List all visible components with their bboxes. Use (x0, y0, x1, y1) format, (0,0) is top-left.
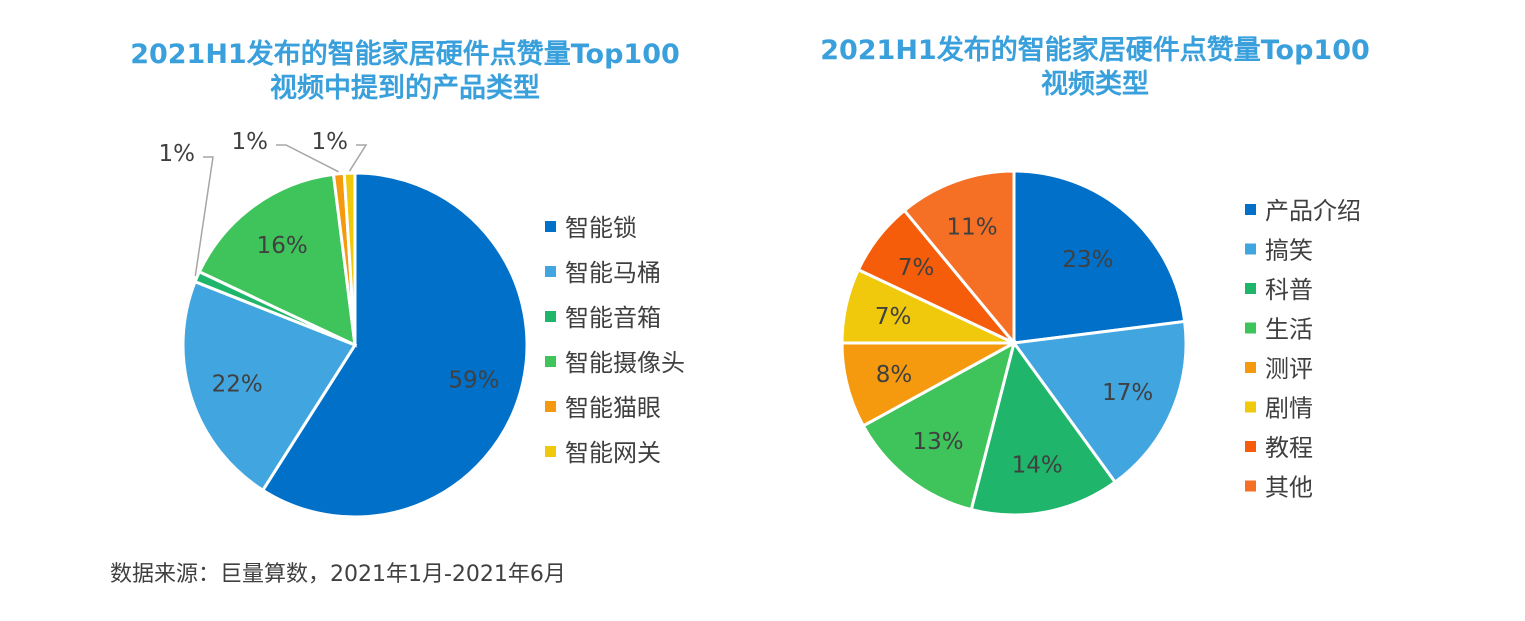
source-note: 数据来源：巨量算数，2021年1月-2021年6月 (110, 562, 566, 587)
right-slice-7 (902, 169, 1016, 348)
left-callout-line-4 (276, 144, 339, 173)
right-legend-swatch-2 (1245, 283, 1256, 294)
right-legend-label-7: 其他 (1265, 474, 1313, 502)
left-chart-title-line-2: 视频中提到的产品类型 (270, 73, 540, 104)
left-callout-line-5 (348, 144, 368, 172)
left-chart-title-line-1: 2021H1发布的智能家居硬件点赞量Top100 (130, 39, 680, 70)
right-legend-label-3: 生活 (1265, 316, 1313, 344)
left-chart-title: 2021H1发布的智能家居硬件点赞量Top100 视频中提到的产品类型 (95, 38, 715, 106)
right-slice-2 (969, 339, 1118, 517)
right-legend-swatch-0 (1245, 204, 1256, 215)
right-slice-0 (1012, 169, 1187, 345)
left-legend-label-4: 智能猫眼 (565, 394, 661, 422)
left-slice-label-2: 1% (159, 141, 196, 167)
left-pie-chart: 59% 22% 1% 16% 1% 1% (159, 129, 529, 519)
left-slice-3 (197, 172, 357, 348)
right-legend-label-5: 剧情 (1265, 395, 1313, 423)
right-slice-label-5: 7% (875, 304, 912, 330)
left-slice-label-3: 16% (257, 233, 308, 259)
left-legend-label-1: 智能马桶 (565, 259, 661, 287)
right-slice-label-7: 11% (946, 214, 997, 240)
right-legend-swatch-7 (1245, 480, 1256, 492)
right-slice-label-2: 14% (1012, 453, 1063, 479)
right-legend-swatch-1 (1245, 243, 1256, 255)
left-slice-label-5: 1% (312, 129, 349, 155)
right-slice-label-3: 13% (913, 429, 964, 455)
right-legend-label-1: 搞笑 (1265, 237, 1313, 265)
left-legend-label-5: 智能网关 (565, 439, 661, 467)
left-slice-label-4: 1% (232, 129, 269, 155)
right-legend-label-0: 产品介绍 (1265, 197, 1361, 225)
left-slice-0 (260, 171, 529, 519)
right-legend-swatch-3 (1245, 322, 1256, 334)
right-legend-swatch-5 (1245, 401, 1256, 413)
left-slice-label-1: 22% (212, 371, 263, 397)
right-slice-label-4: 8% (876, 362, 913, 388)
right-legend-label-4: 测评 (1265, 355, 1313, 383)
right-slice-3 (861, 340, 1017, 512)
right-chart-title-line-1: 2021H1发布的智能家居硬件点赞量Top100 (820, 35, 1370, 66)
right-chart-title: 2021H1发布的智能家居硬件点赞量Top100 视频类型 (785, 34, 1405, 102)
left-legend-swatch-3 (545, 356, 556, 367)
left-legend-label-3: 智能摄像头 (565, 349, 685, 377)
left-legend-label-2: 智能音箱 (565, 304, 661, 332)
left-legend-label-0: 智能锁 (565, 214, 637, 242)
left-legend-swatch-4 (545, 401, 556, 412)
right-legend-swatch-6 (1245, 441, 1256, 452)
right-chart-title-line-2: 视频类型 (1041, 69, 1149, 100)
right-slice-label-0: 23% (1062, 247, 1113, 273)
right-legend-label-6: 教程 (1265, 434, 1313, 462)
right-pie-chart: 23% 17% 14% 13% 8% 7% 7% 11% (840, 169, 1188, 517)
right-slice-label-1: 17% (1102, 380, 1153, 406)
right-legend-swatch-4 (1245, 362, 1256, 373)
left-legend-swatch-2 (545, 311, 556, 322)
left-legend-swatch-5 (545, 446, 556, 457)
right-slice-label-6: 7% (898, 255, 935, 281)
left-callout-line-2 (194, 156, 214, 277)
left-legend-swatch-0 (545, 221, 556, 232)
left-slice-label-0: 59% (448, 368, 499, 394)
left-slice-1 (181, 279, 358, 493)
left-legend-swatch-1 (545, 266, 556, 277)
right-slice-1 (1011, 319, 1188, 485)
left-slice-5 (342, 171, 357, 346)
right-legend-label-2: 科普 (1265, 276, 1313, 304)
